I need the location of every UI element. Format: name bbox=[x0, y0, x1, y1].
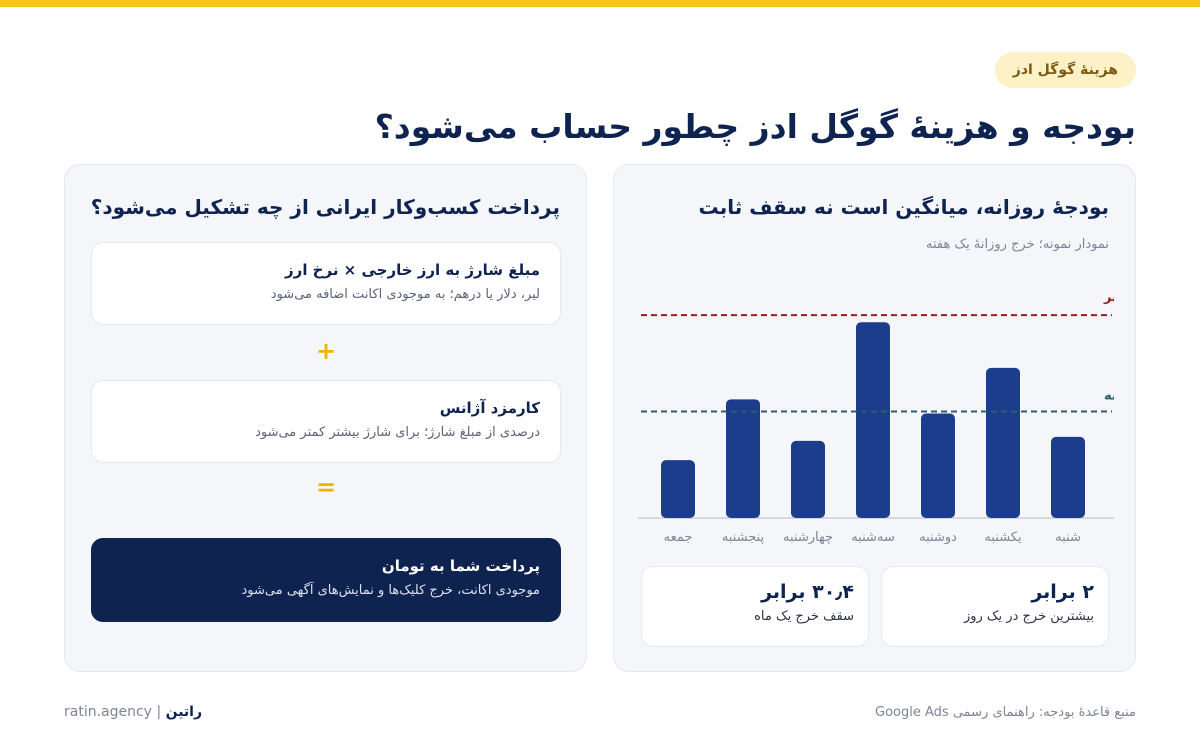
total-payment-title: پرداخت شما به تومان bbox=[381, 557, 540, 575]
brand-name: راتین bbox=[165, 704, 203, 720]
total-payment-item: پرداخت شما به تومان موجودی اکانت، خرج کل… bbox=[91, 538, 561, 622]
category-label: شنبه bbox=[1055, 530, 1081, 545]
total-payment-desc: موجودی اکانت، خرج کلیک‌ها و نمایش‌های آگ… bbox=[241, 583, 540, 598]
footer-domain: ratin.agency bbox=[64, 704, 152, 720]
charge-amount-title: مبلغ شارژ به ارز خارجی × نرخ ارز bbox=[285, 261, 540, 279]
daily-spend-chart: شنبه یکشنبه دوشنبه سه‌شنبه چهارشنبه پنجشنبه جم… bbox=[638, 290, 1114, 545]
daily-budget-card: بودجهٔ روزانه، میانگین است نه سقف ثابت ن… bbox=[613, 164, 1136, 672]
agency-fee-desc: درصدی از مبلغ شارژ؛ برای شارژ بیشتر کمتر… bbox=[255, 425, 540, 440]
top-accent-bar bbox=[0, 0, 1200, 7]
max-daily-value: ۲ برابر bbox=[1031, 581, 1094, 603]
category-label: سه‌شنبه bbox=[851, 530, 895, 545]
monthly-cap-label: سقف خرج یک ماه bbox=[754, 609, 854, 624]
category-label: پنجشنبه bbox=[722, 530, 765, 545]
plus-sign: + bbox=[315, 337, 337, 365]
category-label: جمعه bbox=[664, 530, 693, 545]
charge-amount-desc: لیر، دلار یا درهم؛ به موجودی اکانت اضافه… bbox=[270, 287, 540, 302]
bar-3 bbox=[856, 322, 890, 518]
footer-separator: | bbox=[156, 704, 162, 720]
bar-6 bbox=[661, 460, 695, 518]
bar-5 bbox=[726, 399, 760, 518]
page-title: بودجه و هزینهٔ گوگل ادز چطور حساب می‌شود… bbox=[374, 107, 1136, 146]
footer-source: منبع قاعدهٔ بودجه: راهنمای رسمی Google A… bbox=[875, 705, 1136, 720]
max-daily-label: بیشترین خرج در یک روز bbox=[963, 609, 1094, 624]
agency-fee-item: کارمزد آژانس درصدی از مبلغ شارژ؛ برای شا… bbox=[91, 380, 561, 463]
category-label: دوشنبه bbox=[919, 530, 957, 545]
topic-badge: هزینهٔ گوگل ادز bbox=[994, 52, 1136, 88]
bar-2 bbox=[921, 413, 955, 518]
bar-4 bbox=[791, 440, 825, 518]
monthly-cap-stat: ۳۰٫۴ برابر سقف خرج یک ماه bbox=[641, 566, 869, 647]
footer-brand: ratin.agency | راتین bbox=[64, 704, 202, 720]
payment-breakdown-card: پرداخت کسب‌وکار ایرانی از چه تشکیل می‌شو… bbox=[64, 164, 587, 672]
payment-card-title: پرداخت کسب‌وکار ایرانی از چه تشکیل می‌شو… bbox=[90, 195, 560, 219]
category-label: چهارشنبه bbox=[783, 530, 833, 545]
chart-subtitle: نمودار نمونه؛ خرج روزانهٔ یک هفته bbox=[926, 237, 1109, 252]
reference-label-1: بودجهٔ روزانه bbox=[1104, 389, 1114, 404]
budget-card-title: بودجهٔ روزانه، میانگین است نه سقف ثابت bbox=[698, 195, 1109, 219]
charge-amount-item: مبلغ شارژ به ارز خارجی × نرخ ارز لیر، دل… bbox=[91, 242, 561, 325]
max-daily-stat: ۲ برابر بیشترین خرج در یک روز bbox=[881, 566, 1109, 647]
reference-label-0: سقف یک روز: ۲ برابر bbox=[1103, 290, 1114, 305]
agency-fee-title: کارمزد آژانس bbox=[439, 399, 540, 417]
category-label: یکشنبه bbox=[984, 530, 1022, 545]
monthly-cap-value: ۳۰٫۴ برابر bbox=[761, 581, 854, 603]
bar-0 bbox=[1051, 436, 1085, 518]
bar-1 bbox=[986, 367, 1020, 518]
equals-sign: = bbox=[315, 473, 337, 501]
